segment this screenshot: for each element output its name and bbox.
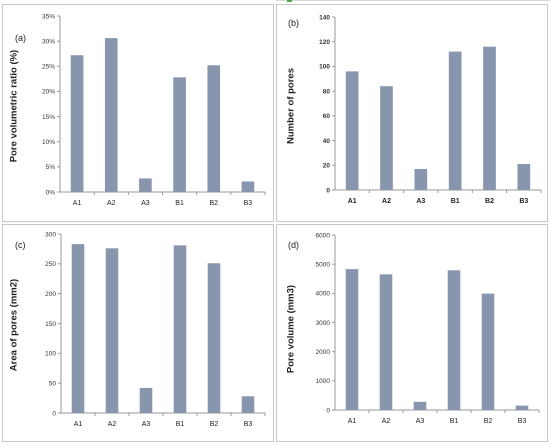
x-tick-label: B1 (176, 421, 185, 428)
x-tick-label: A1 (348, 418, 357, 425)
y-tick-label: 120 (319, 39, 330, 46)
x-tick-label: A2 (108, 421, 117, 428)
bar-b3 (515, 405, 529, 410)
y-tick-label: 6000 (316, 232, 331, 239)
x-tick-label: B1 (175, 200, 184, 207)
x-tick-label: B3 (518, 418, 527, 425)
chart-panel-d: (d) Pore volume (mm3) 0 1000 2000 3000 4000 5… (276, 224, 548, 442)
y-tick-label: 30% (42, 38, 55, 45)
bar-b1 (173, 245, 187, 413)
y-tick-label: 0 (52, 410, 56, 417)
y-tick-label: 3000 (316, 320, 331, 327)
top-divider-line (276, 0, 550, 1)
bar-b2 (207, 65, 221, 192)
y-tick-label: 250 (45, 261, 56, 268)
x-tick-label: A3 (416, 198, 425, 205)
y-tick-label: 0 (326, 407, 330, 414)
x-tick-label: A3 (142, 421, 151, 428)
bar-a2 (104, 38, 118, 192)
y-tick-label: 300 (45, 231, 56, 238)
y-tick-label: 60 (323, 113, 331, 120)
y-tick-label: 25% (42, 64, 55, 71)
y-tick-label: 80 (323, 88, 331, 95)
y-tick-label: 0 (326, 187, 330, 194)
y-tick-label: 0% (46, 189, 56, 196)
x-tick-label: A1 (74, 421, 83, 428)
bar-chart-b: 0 20 40 60 80 100 120 140 A1 A2 A3 B1 B2 B3 (319, 14, 542, 205)
x-tick-label: B2 (210, 421, 219, 428)
bar-chart-c: 0 50 100 150 200 250 300 A1 A2 A3 B1 B2 B3 (45, 231, 266, 428)
panel-label-d: (d) (288, 240, 299, 250)
y-tick-label: 40 (323, 138, 331, 145)
bar-b2 (483, 46, 496, 191)
y-tick-label: 5000 (316, 261, 331, 268)
y-tick-label: 5% (46, 164, 56, 171)
x-tick-label: A1 (348, 198, 357, 205)
y-tick-label: 20% (42, 89, 55, 96)
bar-b2 (481, 293, 495, 410)
x-tick-label: B1 (451, 198, 460, 205)
x-tick-label: B3 (244, 421, 253, 428)
bar-b3 (241, 181, 255, 192)
y-tick-label: 35% (42, 13, 55, 20)
bar-a3 (413, 401, 427, 410)
x-tick-label: B3 (244, 200, 253, 207)
x-tick-label: A2 (382, 418, 391, 425)
y-tick-label: 150 (45, 321, 56, 328)
bar-chart-a: 0% 5% 10% 15% 20% 25% 30% 35% A1 A2 A3 B1 B2 B3 (42, 13, 266, 207)
bar-b3 (241, 396, 255, 413)
bar-a2 (379, 274, 393, 410)
y-tick-label: 2000 (316, 349, 331, 356)
y-tick-label: 50 (49, 380, 57, 387)
y-tick-label: 10% (42, 139, 55, 146)
bar-a1 (345, 269, 359, 410)
bar-a3 (139, 178, 152, 192)
panel-label-a: (a) (15, 33, 26, 43)
bar-a2 (380, 86, 393, 190)
y-tick-label: 100 (319, 64, 330, 71)
x-tick-label: B1 (450, 418, 459, 425)
bar-chart-d: 0 1000 2000 3000 4000 5000 6000 A1 A2 A3 B1 B2 B3 (316, 232, 540, 425)
bar-a3 (139, 387, 153, 413)
bar-b2 (207, 263, 221, 413)
bar-a1 (71, 244, 85, 413)
bar-a1 (70, 55, 84, 193)
x-tick-label: B2 (484, 418, 493, 425)
x-tick-label: A1 (73, 200, 82, 207)
y-tick-label: 4000 (316, 291, 331, 298)
x-tick-label: A2 (382, 198, 391, 205)
bar-b3 (517, 164, 531, 190)
bar-b1 (448, 51, 462, 190)
y-tick-label: 20 (323, 163, 331, 170)
y-tick-label: 140 (319, 14, 330, 21)
y-tick-label: 15% (42, 114, 55, 121)
chart-panel-c: (c) Area of pores (mm2) 0 50 100 150 200 250 3… (2, 224, 274, 442)
x-tick-label: B3 (519, 198, 528, 205)
panel-label-c: (c) (15, 240, 26, 250)
bar-a2 (105, 248, 119, 413)
x-tick-label: A3 (416, 418, 425, 425)
y-tick-label: 100 (45, 351, 56, 358)
bar-a1 (345, 71, 359, 190)
panel-label-b: (b) (288, 18, 299, 28)
x-tick-label: A2 (107, 200, 116, 207)
x-tick-label: B2 (485, 198, 494, 205)
y-tick-label: 200 (45, 291, 56, 298)
corner-marker (287, 0, 292, 2)
bar-a3 (414, 168, 428, 190)
chart-panel-b: (b) Number of pores 0 20 40 60 80 100 120 140 A1… (276, 4, 548, 222)
chart-panel-a: (a) Pore volumetric ratio (%) 0% 5% 10% 15%… (2, 4, 274, 222)
bar-b1 (173, 77, 186, 192)
y-tick-label: 1000 (316, 378, 331, 385)
x-tick-label: A3 (141, 200, 150, 207)
bar-b1 (447, 270, 461, 410)
x-tick-label: B2 (209, 200, 218, 207)
